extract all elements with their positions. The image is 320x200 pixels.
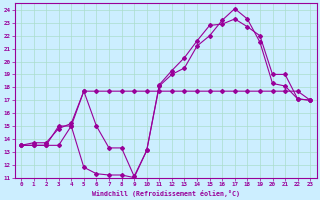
- X-axis label: Windchill (Refroidissement éolien,°C): Windchill (Refroidissement éolien,°C): [92, 190, 240, 197]
